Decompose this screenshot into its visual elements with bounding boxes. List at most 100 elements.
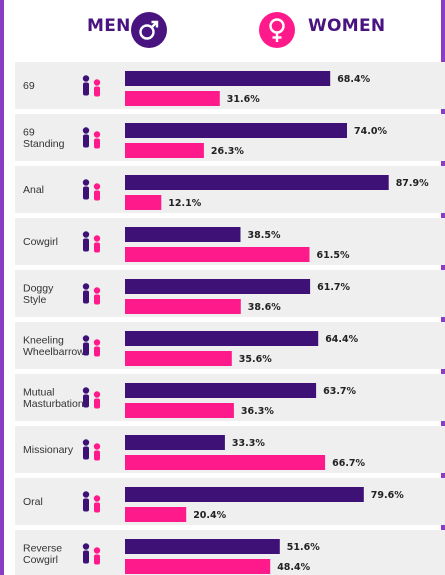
figure-body [94, 502, 100, 513]
category-label: Cowgirl [23, 236, 58, 248]
women-bar [125, 507, 187, 522]
women-value-label: 12.1% [168, 198, 201, 209]
women-value-label: 61.5% [317, 250, 350, 261]
figure-head [82, 127, 90, 134]
category-label: Oral [23, 496, 43, 508]
men-value-label: 79.6% [371, 490, 404, 501]
figure-head [93, 339, 101, 346]
women-bar [125, 559, 271, 574]
women-bar [125, 403, 234, 418]
figure-body [94, 242, 100, 253]
men-value-label: 87.9% [396, 178, 429, 189]
men-value-label: 74.0% [354, 126, 387, 137]
women-value-label: 26.3% [211, 146, 244, 157]
figure-head [82, 283, 90, 290]
position-figure-icon [82, 231, 101, 253]
figure-body [83, 498, 89, 512]
women-bar [125, 195, 162, 210]
category-row: 69 68.4% 31.6% [15, 62, 445, 109]
figure-head [93, 235, 101, 242]
women-value-label: 66.7% [332, 458, 365, 469]
men-legend-label: MEN [87, 16, 131, 36]
figure-head [93, 443, 101, 450]
category-label: Cowgirl [23, 554, 58, 566]
women-value-label: 35.6% [239, 354, 272, 365]
figure-head [93, 287, 101, 294]
men-value-label: 61.7% [317, 282, 350, 293]
male-symbol-icon [131, 12, 167, 48]
figure-head [93, 495, 101, 502]
left-accent-rail [0, 0, 4, 575]
women-bar [125, 143, 204, 158]
figure-body [83, 290, 89, 304]
men-bar [125, 383, 317, 398]
category-label: Masturbation [23, 398, 84, 410]
category-label: Missionary [23, 444, 74, 456]
category-label: 69 [23, 80, 35, 92]
category-row: Cowgirl 38.5% 61.5% [15, 218, 445, 265]
men-value-label: 63.7% [323, 386, 356, 397]
position-figure-icon [82, 439, 101, 461]
women-bar [125, 91, 220, 106]
men-value-label: 68.4% [337, 74, 370, 85]
category-label: Mutual [23, 386, 55, 398]
figure-body [83, 82, 89, 96]
chart-header: MEN WOMEN [0, 0, 445, 60]
women-value-label: 36.3% [241, 406, 274, 417]
category-row: Oral 79.6% 20.4% [15, 478, 445, 525]
figure-body [94, 138, 100, 149]
women-value-label: 20.4% [193, 510, 226, 521]
women-bar [125, 299, 241, 314]
figure-head [82, 543, 90, 550]
figure-head [82, 387, 90, 394]
men-bar [125, 123, 347, 138]
men-bar [125, 71, 331, 86]
figure-body [83, 394, 89, 408]
figure-body [94, 554, 100, 565]
figure-body [83, 186, 89, 200]
category-label: Reverse [23, 542, 62, 554]
position-figure-icon [82, 127, 101, 149]
men-bar [125, 279, 311, 294]
category-row: Missionary 33.3% 66.7% [15, 426, 445, 473]
figure-body [83, 446, 89, 460]
women-legend-label: WOMEN [308, 16, 386, 36]
figure-head [93, 131, 101, 138]
figure-head [93, 391, 101, 398]
position-figure-icon [82, 283, 101, 305]
men-value-label: 33.3% [232, 438, 265, 449]
position-figure-icon [82, 179, 101, 201]
category-row: Anal 87.9% 12.1% [15, 166, 445, 213]
figure-body [83, 238, 89, 252]
men-bar [125, 331, 319, 346]
figure-head [82, 491, 90, 498]
category-label: Wheelbarrow [23, 346, 85, 358]
category-label: Standing [23, 138, 65, 150]
women-bar [125, 247, 310, 262]
category-label: 69 [23, 126, 35, 138]
position-figure-icon [82, 75, 101, 97]
category-label: Style [23, 294, 47, 306]
women-bar [125, 351, 232, 366]
women-value-label: 31.6% [227, 94, 260, 105]
women-value-label: 48.4% [277, 562, 310, 573]
position-figure-icon [82, 335, 101, 357]
figure-head [93, 183, 101, 190]
men-value-label: 38.5% [248, 230, 281, 241]
position-figure-icon [82, 491, 101, 513]
category-label: Anal [23, 184, 44, 196]
men-bar [125, 175, 389, 190]
figure-head [82, 439, 90, 446]
men-value-label: 51.6% [287, 542, 320, 553]
figure-body [94, 190, 100, 201]
category-label: Doggy [23, 282, 54, 294]
figure-body [94, 450, 100, 461]
figure-body [94, 346, 100, 357]
figure-body [94, 294, 100, 305]
